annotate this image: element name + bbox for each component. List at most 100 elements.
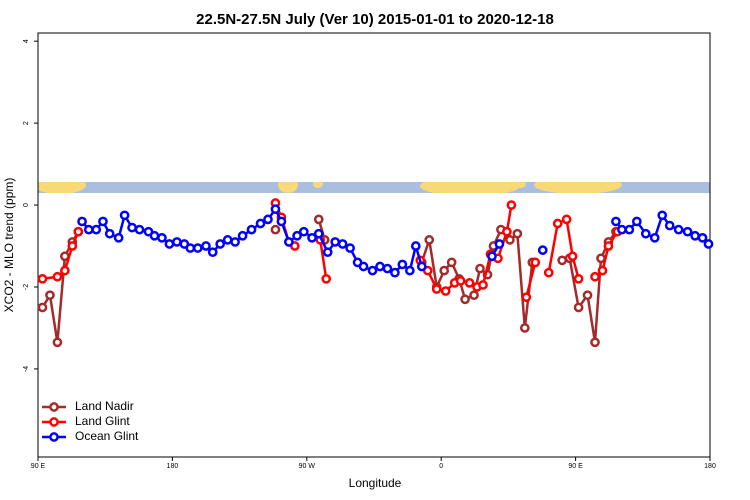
data-point <box>37 302 48 313</box>
data-point <box>519 323 530 333</box>
data-point <box>164 239 175 249</box>
data-point <box>77 216 87 227</box>
data-point <box>157 232 167 243</box>
data-point <box>494 239 505 249</box>
data-point <box>270 224 281 235</box>
data-point <box>237 230 248 241</box>
data-point <box>390 267 400 278</box>
legend-label: Land Nadir <box>75 399 134 413</box>
legend-marker <box>49 417 59 427</box>
data-point <box>382 263 393 274</box>
y-tick-label: 0 <box>23 203 30 207</box>
data-point <box>367 265 378 276</box>
data-point <box>552 218 563 229</box>
data-point <box>276 216 287 227</box>
data-point <box>322 247 333 258</box>
land-mask-strip <box>38 182 710 193</box>
data-point <box>561 214 572 225</box>
data-point <box>37 273 48 284</box>
data-point <box>67 241 78 251</box>
data-point <box>375 261 385 272</box>
data-point <box>298 226 309 237</box>
data-point <box>292 230 302 241</box>
legend-label: Land Glint <box>75 414 130 428</box>
series-line <box>41 219 617 343</box>
data-point <box>98 216 108 227</box>
x-tick-label: 90 E <box>568 463 583 470</box>
data-point <box>673 224 684 235</box>
data-point <box>119 210 130 221</box>
data-point <box>697 232 708 243</box>
data-point <box>45 290 55 301</box>
legend-marker <box>49 402 59 412</box>
data-point <box>505 235 515 245</box>
data-point <box>455 275 466 286</box>
y-tick-label: -4 <box>23 366 30 372</box>
data-point <box>192 243 203 253</box>
data-point <box>246 224 257 235</box>
data-point <box>270 204 281 215</box>
data-point <box>416 261 427 272</box>
data-point <box>439 265 450 276</box>
data-point <box>596 253 606 264</box>
data-point <box>664 220 675 231</box>
data-point <box>440 286 451 296</box>
data-point <box>590 337 600 348</box>
data-point <box>255 218 266 229</box>
data-point <box>222 235 233 245</box>
data-point <box>573 273 584 284</box>
data-point <box>313 214 324 225</box>
data-point <box>640 228 651 239</box>
y-axis-label: XCO2 - MLO trend (ppm) <box>2 178 16 313</box>
data-point <box>475 263 485 274</box>
x-tick-label: 180 <box>704 463 716 470</box>
data-point <box>73 226 84 237</box>
data-point <box>207 247 218 258</box>
data-point <box>60 265 70 276</box>
data-point <box>127 222 137 233</box>
data-point <box>431 284 442 294</box>
x-tick-label: 90 E <box>31 463 46 470</box>
x-axis-label: Longitude <box>349 476 402 490</box>
chart-title: 22.5N-27.5N July (Ver 10) 2015-01-01 to … <box>196 11 554 28</box>
data-point <box>134 224 145 235</box>
data-point <box>172 237 182 247</box>
data-point <box>284 237 294 247</box>
data-point <box>215 239 226 249</box>
data-point <box>404 265 415 276</box>
data-point <box>91 224 102 235</box>
x-tick-label: 90 W <box>299 463 316 470</box>
data-point <box>502 226 512 237</box>
data-point <box>487 251 497 262</box>
data-point <box>603 241 614 251</box>
data-point <box>330 237 341 247</box>
data-point <box>345 243 355 253</box>
data-point <box>611 216 621 227</box>
y-tick-label: 2 <box>23 121 30 125</box>
data-point <box>597 265 608 276</box>
data-point <box>573 302 584 313</box>
data-point <box>424 235 435 245</box>
data-point <box>52 271 63 282</box>
data-point <box>537 245 548 255</box>
data-point <box>313 228 324 239</box>
data-point <box>657 210 668 221</box>
data-point <box>397 259 408 270</box>
data-point <box>557 255 568 266</box>
data-point <box>185 243 196 253</box>
data-point <box>506 200 517 210</box>
data-point <box>649 232 660 243</box>
y-tick-label: -2 <box>23 284 30 290</box>
data-point <box>464 278 475 288</box>
data-point <box>521 292 532 303</box>
data-point <box>478 280 488 290</box>
data-point <box>631 216 642 227</box>
data-point <box>543 267 554 278</box>
data-point <box>624 224 635 235</box>
data-point <box>446 257 457 268</box>
data-point <box>358 261 369 272</box>
data-point <box>201 241 211 251</box>
data-point <box>617 224 627 235</box>
